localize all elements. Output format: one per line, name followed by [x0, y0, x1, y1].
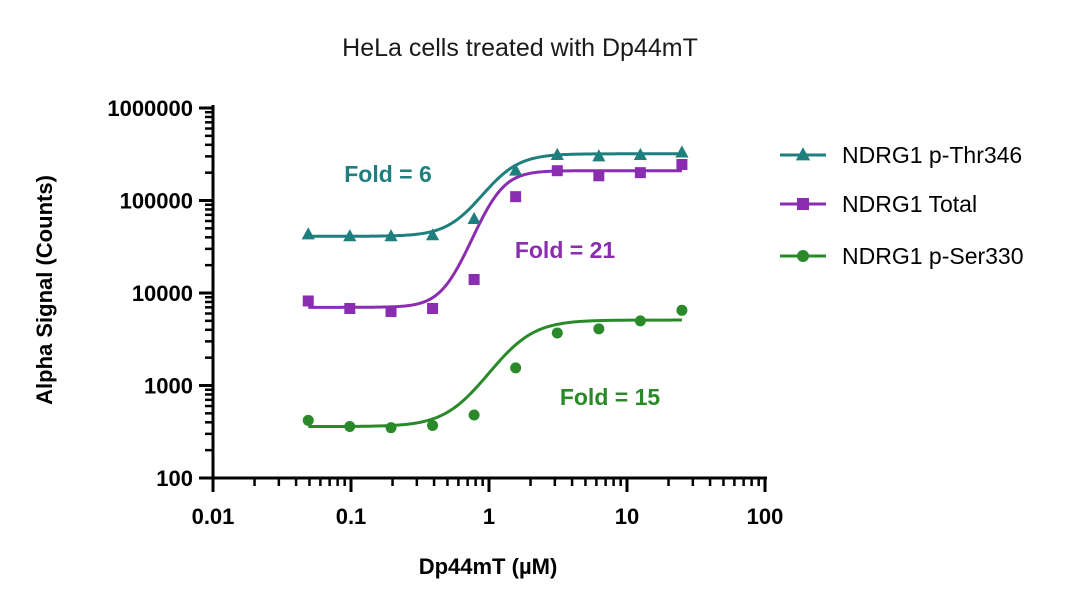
- data-point-series-1: [302, 295, 314, 307]
- data-point-series-0: [675, 145, 689, 158]
- fit-curve-series-1: [308, 169, 682, 309]
- fit-curves: [308, 152, 682, 429]
- legend: NDRG1 p-Thr346 NDRG1 Total NDRG1 p-Ser330: [780, 142, 1024, 269]
- legend-label: NDRG1 p-Ser330: [842, 243, 1024, 269]
- data-points: [301, 145, 689, 434]
- data-point-series-1: [468, 273, 480, 285]
- data-point-series-2: [551, 327, 563, 339]
- x-tick-label: 0.01: [192, 504, 235, 529]
- data-point-series-0: [343, 229, 357, 242]
- y-tick-label: 100000: [120, 189, 193, 214]
- data-point-series-2: [344, 421, 356, 433]
- x-tick-label: 1: [483, 504, 495, 529]
- legend-label: NDRG1 p-Thr346: [842, 142, 1022, 168]
- y-tick-label: 1000000: [107, 96, 193, 121]
- data-point-series-2: [676, 304, 688, 316]
- data-point-series-2: [302, 414, 314, 426]
- data-point-series-1: [593, 170, 605, 182]
- data-point-series-2: [593, 323, 605, 335]
- data-point-series-0: [467, 211, 481, 225]
- legend-label: NDRG1 Total: [842, 191, 977, 217]
- y-axis-title: Alpha Signal (Counts): [32, 175, 57, 405]
- data-point-series-1: [634, 167, 646, 179]
- data-point-series-1: [510, 191, 522, 203]
- fold-annotation: Fold = 15: [560, 384, 661, 410]
- legend-marker: [797, 250, 809, 262]
- x-tick-label: 0.1: [336, 504, 367, 529]
- data-point-series-1: [551, 165, 563, 177]
- data-point-series-0: [425, 228, 440, 241]
- legend-marker: [795, 147, 811, 161]
- y-tick-label: 10000: [132, 281, 193, 306]
- x-tick-label: 100: [747, 504, 784, 529]
- data-point-series-0: [509, 163, 523, 176]
- y-tick-label: 1000: [144, 374, 193, 399]
- data-point-series-0: [592, 149, 606, 162]
- legend-marker: [797, 198, 809, 210]
- data-point-series-2: [385, 422, 397, 434]
- fit-curve-series-0: [308, 152, 682, 238]
- data-point-series-1: [385, 306, 397, 318]
- axes: 100 1000 10000 100000 1000000 0.01 0.1 1 10 100: [107, 96, 783, 529]
- x-tick-label: 10: [615, 504, 639, 529]
- data-point-series-2: [634, 315, 646, 327]
- data-point-series-1: [344, 302, 356, 314]
- data-point-series-2: [427, 419, 439, 431]
- data-point-series-1: [676, 159, 688, 171]
- y-tick-label: 100: [156, 466, 193, 491]
- data-point-series-0: [633, 147, 647, 160]
- data-point-series-2: [468, 409, 480, 421]
- chart-title: HeLa cells treated with Dp44mT: [342, 34, 698, 62]
- data-point-series-1: [427, 302, 439, 314]
- data-point-series-0: [550, 147, 564, 160]
- data-point-series-2: [510, 362, 522, 374]
- fold-annotation: Fold = 21: [515, 237, 616, 263]
- data-point-series-0: [384, 229, 398, 242]
- fit-curve-series-2: [308, 318, 682, 429]
- data-point-series-0: [301, 227, 315, 240]
- annotations: Fold = 6 Fold = 21 Fold = 15: [344, 161, 660, 410]
- fold-annotation: Fold = 6: [344, 161, 432, 187]
- x-axis-title: Dp44mT (µM): [419, 554, 558, 579]
